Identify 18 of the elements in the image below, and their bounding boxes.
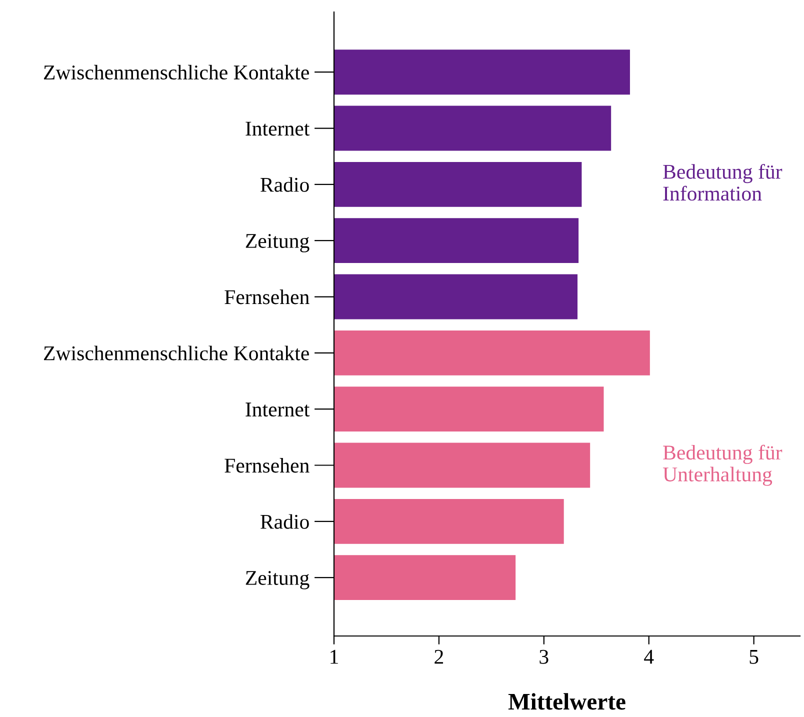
x-tick-label: 2 — [434, 650, 444, 664]
y-tick-label: Zeitung — [246, 570, 310, 590]
y-tick-label: Zwischenmenschliche Kontakte — [44, 64, 309, 80]
y-tick-label: Radio — [260, 177, 309, 192]
text: Bedeutung für Unterhaltung — [662, 444, 782, 486]
y-tick-label: Fernsehen — [224, 458, 310, 473]
y-tick-label: Zwischenmenschliche Kontakte — [44, 346, 309, 360]
y-tick-label: Radio — [260, 514, 309, 529]
y-tick-label: Internet — [246, 122, 310, 136]
y-tick-label: Internet — [246, 402, 310, 417]
y-tick-label: Zeitung — [246, 234, 310, 252]
x-axis-title: Mittelwerte — [508, 693, 626, 710]
text: Bedeutung für Information — [663, 164, 782, 201]
x-tick-label: 3 — [540, 650, 548, 664]
x-tick-label: 5 — [750, 650, 758, 664]
x-tick-label: 4 — [644, 650, 654, 664]
x-tick-label: 1 — [330, 650, 338, 664]
y-tick-label: Fernsehen — [224, 290, 310, 304]
